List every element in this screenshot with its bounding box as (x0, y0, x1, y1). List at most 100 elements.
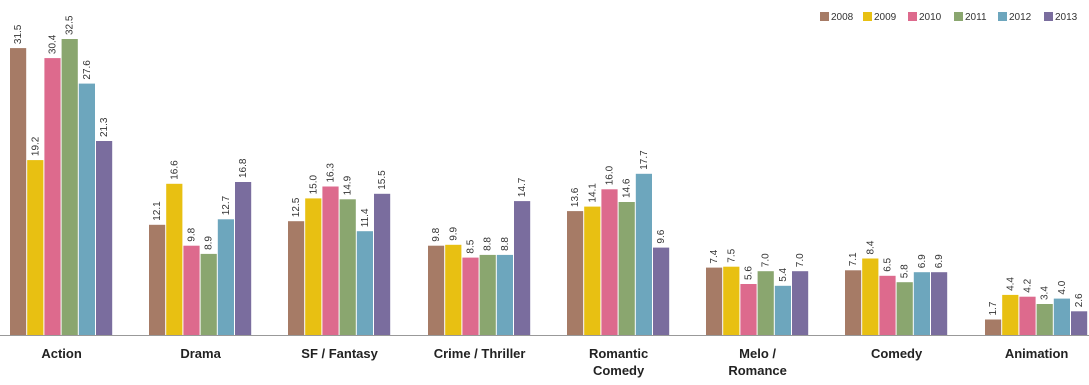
category-label: Drama (180, 346, 221, 361)
legend-label: 2012 (1009, 12, 1032, 23)
data-label: 14.6 (622, 178, 633, 198)
legend: 2008 2009 2010 2011 2012 2013 (820, 12, 1078, 23)
data-label: 8.9 (204, 236, 215, 250)
data-label: 15.0 (308, 174, 319, 194)
bar (44, 58, 61, 335)
bar (879, 275, 896, 335)
data-label: 6.5 (883, 257, 894, 271)
bar (845, 270, 862, 335)
bar (445, 244, 462, 335)
bar (61, 39, 78, 335)
bar (322, 186, 339, 335)
data-label: 9.9 (448, 226, 459, 240)
bar (1036, 304, 1053, 335)
data-label: 7.4 (709, 249, 720, 263)
category-label: SF / Fantasy (301, 346, 378, 361)
bar (601, 189, 618, 335)
legend-swatch (954, 12, 963, 21)
bar (428, 245, 445, 335)
data-label: 5.6 (744, 266, 755, 280)
data-label: 5.8 (900, 264, 911, 278)
data-label: 14.9 (343, 175, 354, 195)
bar (862, 258, 879, 335)
bar (183, 245, 200, 335)
bar (514, 201, 531, 335)
bar (27, 160, 44, 335)
category-label: Comedy (871, 346, 923, 361)
bar (288, 221, 305, 335)
data-label: 7.1 (848, 252, 859, 266)
data-label: 2.6 (1074, 293, 1085, 307)
data-label: 27.6 (82, 60, 93, 80)
bar (653, 247, 670, 335)
bar (10, 48, 27, 335)
bar (757, 271, 774, 335)
data-label: 17.7 (639, 150, 650, 170)
bar (200, 253, 217, 335)
data-label: 13.6 (570, 187, 581, 207)
bar (462, 257, 479, 335)
legend-swatch (863, 12, 872, 21)
data-label: 7.0 (761, 253, 772, 267)
bar (584, 206, 601, 335)
legend-swatch (908, 12, 917, 21)
data-label: 3.4 (1040, 286, 1051, 300)
category-label: Crime / Thriller (434, 346, 526, 361)
bar (567, 211, 584, 335)
legend-swatch (998, 12, 1007, 21)
category-label: Action (41, 346, 82, 361)
data-label: 12.7 (221, 195, 232, 215)
data-label: 9.8 (187, 227, 198, 241)
bar (931, 272, 948, 335)
legend-label: 2009 (874, 12, 897, 23)
bar (235, 182, 252, 335)
category-label: Animation (1005, 346, 1069, 361)
data-label: 6.9 (917, 254, 928, 268)
data-label: 19.2 (30, 136, 41, 156)
category-labels-group: Action Drama SF / Fantasy Crime / Thriller R… (41, 346, 1068, 378)
bar (913, 272, 930, 335)
data-label: 30.4 (48, 34, 59, 54)
legend-label: 2011 (965, 12, 987, 23)
bars-group (10, 39, 1088, 335)
bar (896, 282, 913, 335)
data-label: 4.2 (1023, 278, 1034, 292)
legend-swatch (1044, 12, 1053, 21)
bar (96, 141, 113, 335)
bar (1071, 311, 1088, 335)
data-label: 16.6 (169, 160, 180, 180)
category-label: Romantic (589, 346, 648, 361)
bar (706, 267, 723, 335)
data-label: 31.5 (13, 24, 24, 44)
bar (339, 199, 356, 335)
data-label: 9.8 (431, 227, 442, 241)
data-label: 8.4 (865, 240, 876, 254)
bar (723, 266, 740, 335)
data-label: 12.1 (152, 201, 163, 221)
bar (774, 285, 791, 335)
legend-label: 2010 (919, 12, 942, 23)
data-label: 8.5 (466, 239, 477, 253)
data-label: 5.4 (778, 267, 789, 281)
data-label: 14.1 (587, 183, 598, 203)
bar (374, 193, 391, 335)
data-label: 12.5 (291, 197, 302, 217)
bar (496, 254, 513, 335)
value-labels-group: 31.5 19.2 30.4 32.5 27.6 21.3 12.1 16.6 9.8 8.9 12… (13, 15, 1085, 315)
legend-label: 2008 (831, 12, 854, 23)
data-label: 7.5 (726, 248, 737, 262)
bar (985, 319, 1002, 335)
bar (166, 183, 183, 335)
bar (149, 224, 166, 335)
data-label: 1.7 (988, 301, 999, 315)
data-label: 16.0 (605, 165, 616, 185)
bar (635, 173, 652, 335)
data-label: 4.0 (1057, 280, 1068, 294)
data-label: 8.8 (483, 237, 494, 251)
data-label: 16.8 (238, 158, 249, 178)
data-label: 4.4 (1005, 277, 1016, 291)
bar (792, 271, 809, 335)
legend-label: 2013 (1055, 12, 1078, 23)
bar (78, 83, 95, 335)
